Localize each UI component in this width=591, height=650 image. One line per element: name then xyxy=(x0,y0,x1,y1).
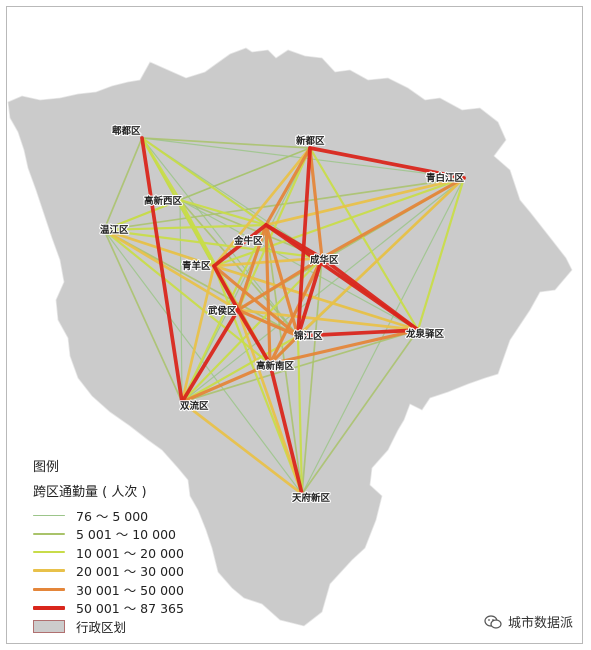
district-label-gaoxinnan: 高新南区 xyxy=(256,360,295,372)
flow-xindu-longquanyi xyxy=(308,146,420,332)
legend-row-5: 30 001 ～ 50 000 xyxy=(33,580,184,599)
legend-admin-label: 行政区划 xyxy=(76,619,127,635)
flow-qingbaijiang-tianfu xyxy=(301,177,465,495)
district-label-qingbaijiang: 青白江区 xyxy=(426,172,465,184)
district-label-wuhou: 武侯区 xyxy=(208,305,237,317)
flow-wenjiang-gaoxinxi xyxy=(102,198,182,232)
legend-class-label: 20 001 ～ 30 000 xyxy=(76,564,184,580)
flow-chenghua-gaoxinnan xyxy=(268,256,324,366)
flow-xindu-qingyang xyxy=(212,146,312,268)
district-label-qingyang: 青羊区 xyxy=(182,260,211,272)
flow-qingyang-wuhou xyxy=(212,264,240,312)
legend-row-3: 10 001 ～ 20 000 xyxy=(33,543,184,562)
flow-longquanyi-gaoxinnan xyxy=(268,328,420,366)
legend-row-1: 76 ～ 5 000 xyxy=(33,506,184,525)
legend-line-swatch xyxy=(33,514,65,516)
flow-gaoxinnan-shuangliu xyxy=(180,362,272,404)
legend-title: 图例 xyxy=(33,460,60,475)
flow-qingbaijiang-longquanyi xyxy=(416,176,466,332)
flow-jinjiang-tianfu xyxy=(296,334,304,496)
flow-wenjiang-chenghua xyxy=(102,228,324,260)
flow-pidu-jinjiang xyxy=(141,137,299,337)
district-label-tianfu: 天府新区 xyxy=(292,492,331,504)
legend-subtitle: 跨区通勤量 ( 人次 ) xyxy=(33,485,147,500)
flow-qingyang-shuangliu xyxy=(180,264,216,404)
legend-row-2: 5 001 ～ 10 000 xyxy=(33,525,184,544)
legend-line-swatch xyxy=(33,569,65,573)
flow-jinniu-shuangliu xyxy=(180,223,268,404)
flow-pidu-shuangliu xyxy=(140,136,184,404)
flow-xindu-jinjiang xyxy=(296,146,312,338)
flow-wenjiang-tianfu xyxy=(103,229,303,495)
legend-row-admin: 行政区划 xyxy=(33,617,184,636)
flow-qingbaijiang-jinniu xyxy=(264,176,466,227)
wechat-icon xyxy=(484,614,502,629)
flow-chenghua-jinjiang xyxy=(296,256,324,338)
flow-shuangliu-tianfu xyxy=(180,400,304,496)
flow-wenjiang-jinjiang xyxy=(103,229,299,337)
flow-jinniu-gaoxinnan xyxy=(264,223,272,366)
flow-wenjiang-shuangliu xyxy=(103,229,183,403)
flow-xindu-chenghua xyxy=(308,146,324,260)
legend-line-swatch xyxy=(33,587,65,591)
legend-class-label: 50 001 ～ 87 365 xyxy=(76,601,184,617)
flow-gaoxinxi-shuangliu xyxy=(179,199,183,403)
district-label-shuangliu: 双流区 xyxy=(179,400,209,412)
flow-qingbaijiang-jinjiang xyxy=(296,176,466,338)
flow-qingbaijiang-shuangliu xyxy=(181,177,465,403)
flow-chenghua-wuhou xyxy=(236,256,324,312)
legend: 图例 跨区通勤量 ( 人次 ) 76 ～ 5 000 5 001 ～ 10 000… xyxy=(33,456,184,636)
flow-longquanyi-tianfu xyxy=(301,329,419,495)
flow-xindu-jinniu xyxy=(264,146,312,227)
flow-wuhou-tianfu xyxy=(236,308,304,496)
flow-pidu-gaoxinxi xyxy=(140,136,182,202)
flow-wuhou-jinjiang xyxy=(236,308,300,338)
legend-classes: 76 ～ 5 000 5 001 ～ 10 000 10 001 ～ 20 000 2… xyxy=(33,506,184,617)
district-label-jinjiang: 锦江区 xyxy=(294,330,323,342)
flow-wuhou-shuangliu xyxy=(180,308,240,404)
flow-qingbaijiang-chenghua xyxy=(320,176,466,260)
flow-jinniu-qingyang xyxy=(212,223,268,268)
flow-chenghua-tianfu xyxy=(301,257,323,495)
flow-pidu-xindu xyxy=(141,137,311,149)
flow-longquanyi-shuangliu xyxy=(181,329,419,403)
admin-swatch xyxy=(33,619,65,633)
flow-wenjiang-wuhou xyxy=(102,228,240,312)
flow-wuhou-gaoxinnan xyxy=(236,308,272,366)
legend-class-label: 10 001 ～ 20 000 xyxy=(76,545,184,561)
legend-row-6: 50 001 ～ 87 365 xyxy=(33,599,184,618)
flow-qingyang-jinjiang xyxy=(212,264,300,338)
legend-class-label: 30 001 ～ 50 000 xyxy=(76,582,184,598)
district-label-longquanyi: 龙泉驿区 xyxy=(405,328,445,340)
district-label-xindu: 新都区 xyxy=(296,135,325,147)
legend-line-swatch xyxy=(33,532,65,535)
watermark: 城市数据派 xyxy=(484,612,573,631)
district-label-wenjiang: 温江区 xyxy=(100,224,129,236)
flow-jinniu-wuhou xyxy=(236,223,268,312)
legend-row-4: 20 001 ～ 30 000 xyxy=(33,562,184,581)
flow-pidu-wenjiang xyxy=(103,137,143,231)
district-label-pidu: 郫都区 xyxy=(112,125,141,137)
legend-line-swatch xyxy=(33,605,65,610)
district-label-chenghua: 成华区 xyxy=(310,254,339,266)
flow-lines xyxy=(102,136,466,496)
flow-pidu-jinniu xyxy=(140,136,268,227)
flow-gaoxinnan-tianfu xyxy=(268,362,304,496)
flow-gaoxinxi-longquanyi xyxy=(179,199,419,331)
watermark-text: 城市数据派 xyxy=(507,616,573,631)
legend-class-label: 5 001 ～ 10 000 xyxy=(76,527,176,543)
district-label-jinniu: 金牛区 xyxy=(233,235,263,247)
flow-jinjiang-gaoxinnan xyxy=(268,334,300,366)
flow-jinjiang-longquanyi xyxy=(296,328,420,338)
legend-class-label: 76 ～ 5 000 xyxy=(76,508,149,524)
flow-xindu-qingbaijiang xyxy=(308,146,466,180)
flow-wenjiang-jinniu xyxy=(102,223,268,232)
legend-line-swatch xyxy=(33,551,65,554)
district-label-gaoxinxi: 高新西区 xyxy=(144,195,183,207)
flow-chenghua-longquanyi xyxy=(320,256,420,332)
